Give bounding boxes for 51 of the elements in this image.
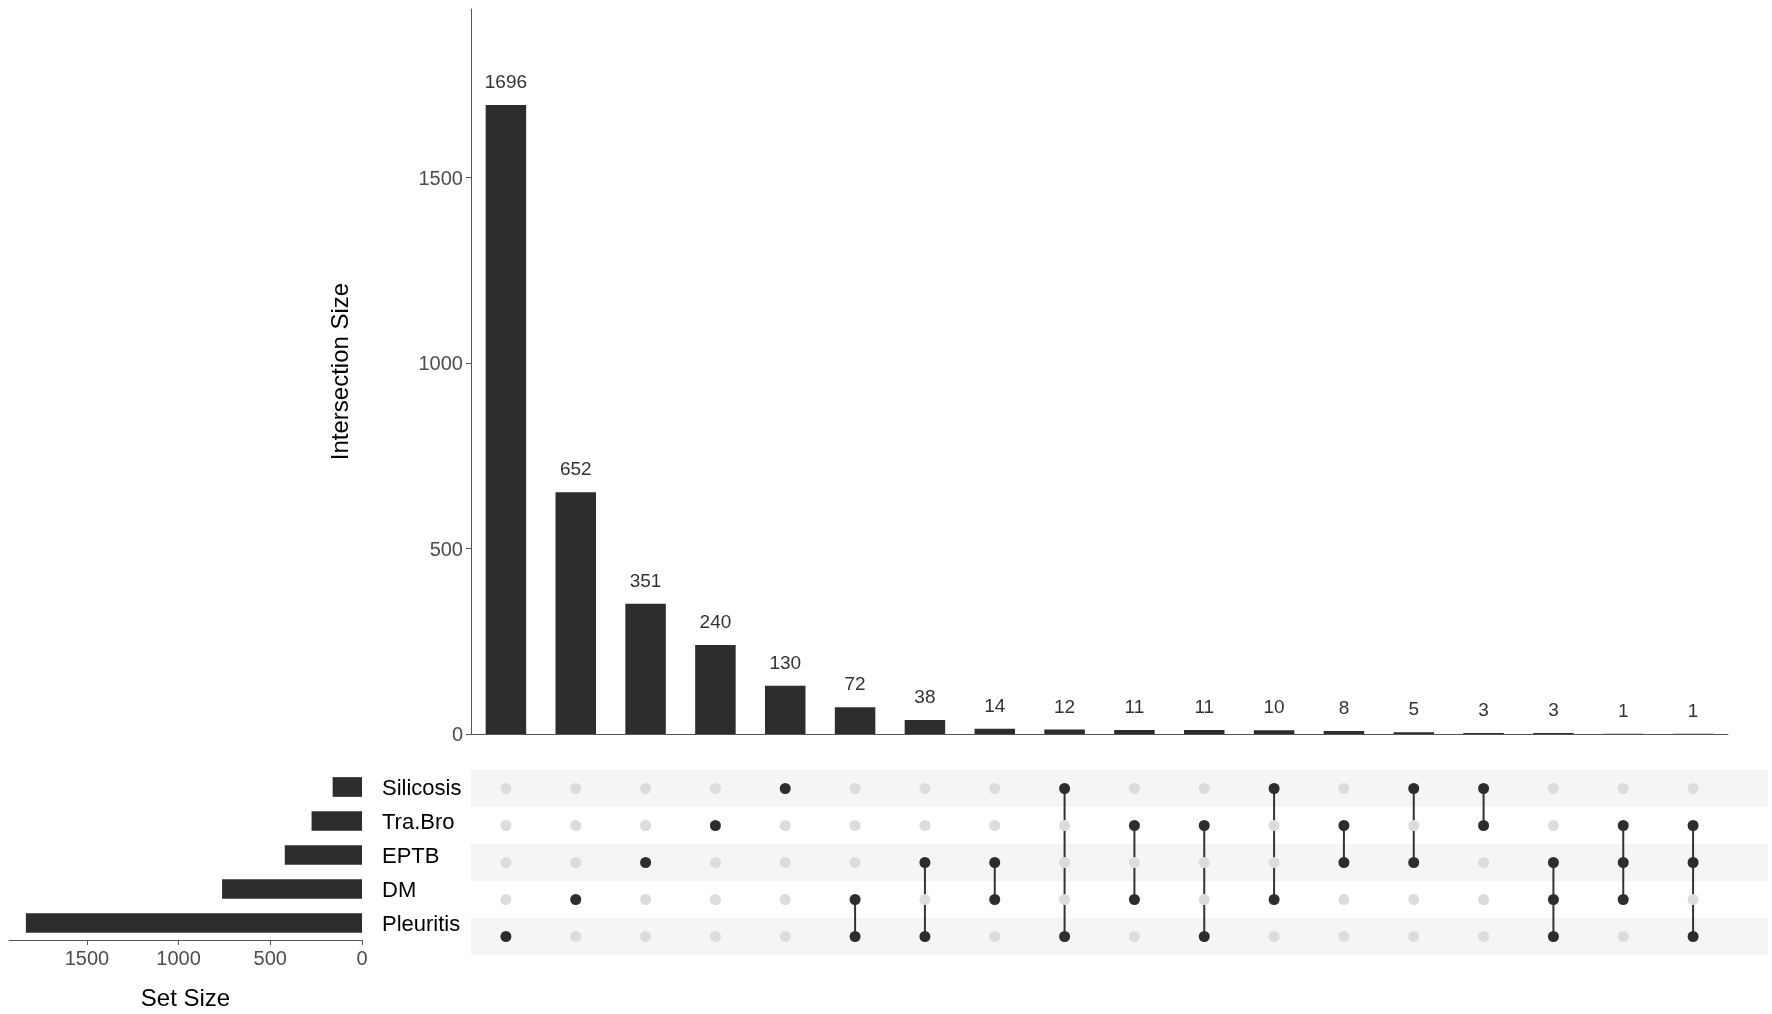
data-label: 1696 [484,71,528,93]
y-tick-label: 500 [429,537,463,560]
data-label: 5 [1408,698,1420,720]
y-axis-title: Intersection Size [325,282,353,461]
y-tick-label: 0 [451,723,463,745]
y-tick-label: Tra.Bro [382,808,455,834]
bar [765,685,806,734]
bar [1253,730,1295,734]
data-label: 3 [1548,698,1559,720]
data-label: 8 [1338,697,1350,719]
bar [284,845,362,865]
data-label: 240 [699,611,732,632]
data-label: 10 [1263,696,1285,718]
bar [1184,729,1225,734]
bar [625,603,666,734]
data-label: 38 [914,685,936,707]
x-tick-label: 1500 [64,947,110,969]
data-label: 1 [1617,699,1629,721]
x-tick-label: 0 [356,947,368,969]
x-tick-label: 500 [253,947,287,969]
bar [485,105,527,734]
bar [1114,729,1155,734]
y-tick-label: 1000 [418,352,463,375]
data-label: 11 [1124,695,1145,717]
data-label: 130 [769,651,802,673]
data-label: 351 [629,569,662,591]
bar [222,879,362,899]
bar [904,719,946,734]
bar [1044,729,1085,734]
bar [25,913,362,933]
bar [974,728,1015,734]
y-tick-label: DM [382,876,417,902]
bar [695,645,736,734]
bar [555,492,596,734]
x-tick-label: 1000 [156,947,201,969]
data-label: 72 [844,673,866,695]
bar [834,707,876,734]
bar [332,777,362,797]
data-label: 12 [1054,695,1076,717]
y-tick-label: 1500 [418,166,463,189]
data-label: 11 [1194,695,1215,717]
y-tick-label: Silicosis [382,774,462,800]
x-axis-title: Set Size [140,983,231,1011]
data-label: 652 [559,458,592,480]
y-tick-label: EPTB [382,842,440,868]
data-label: 3 [1478,698,1489,720]
bar [1323,731,1365,734]
bar [311,811,362,831]
data-label: 14 [984,694,1006,716]
y-tick-label: Pleuritis [382,910,461,936]
data-label: 1 [1687,699,1699,721]
